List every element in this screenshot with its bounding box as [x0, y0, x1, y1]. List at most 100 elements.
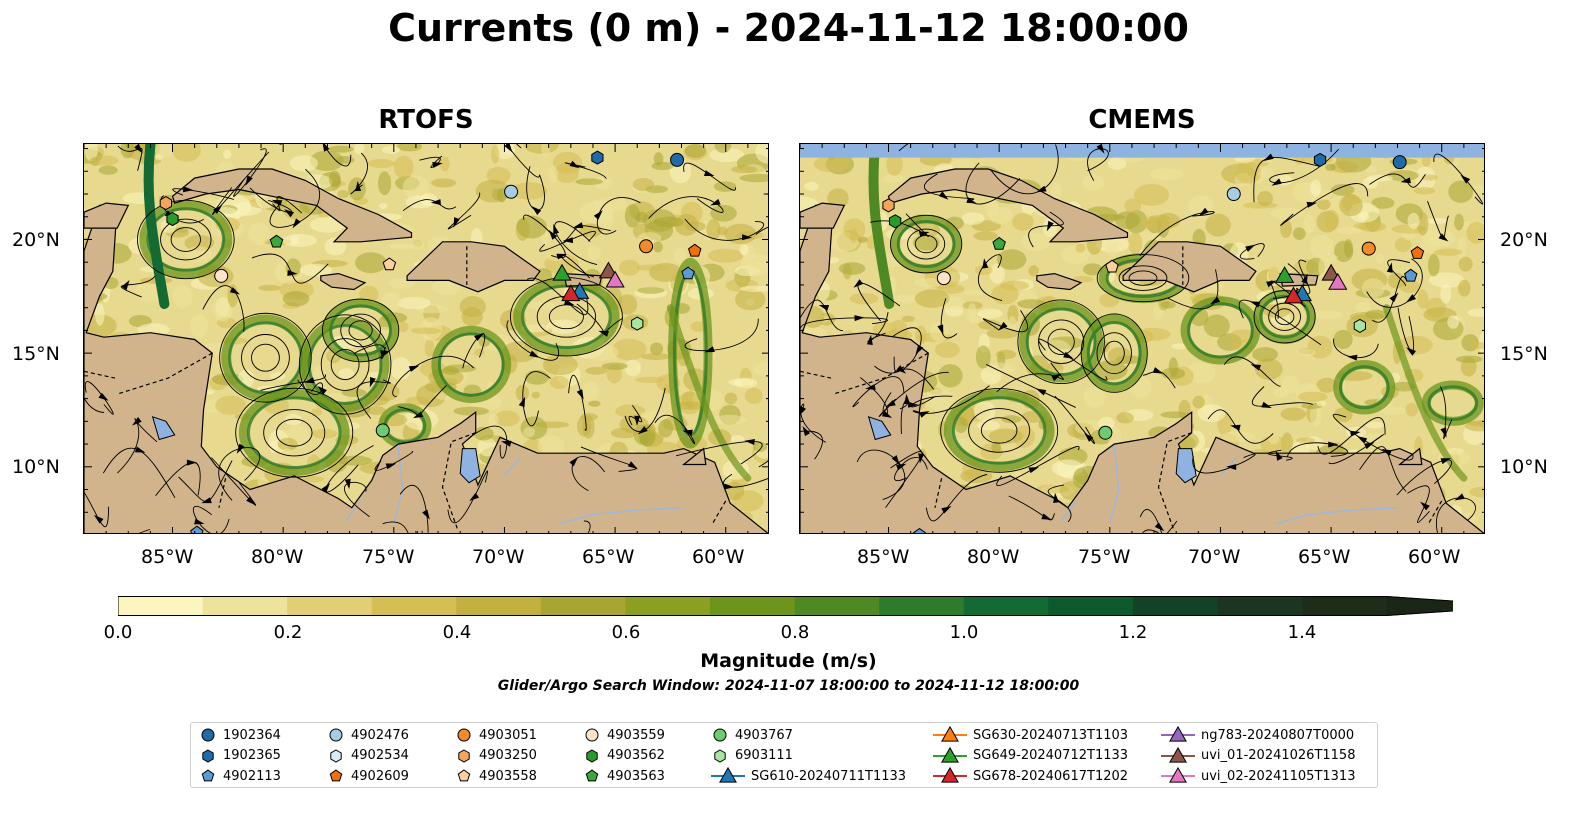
land-yucatanCoast [84, 202, 130, 229]
marker-4902609 [688, 243, 702, 257]
streamline-arrow [1041, 513, 1052, 520]
eddy-ring [1253, 289, 1316, 344]
pentagon-marker-icon [585, 769, 599, 782]
eddy-ring [431, 325, 512, 404]
streamline-arrow [121, 280, 130, 290]
streamline-arrow [1053, 492, 1060, 503]
streamline-arrow [1406, 347, 1416, 356]
streamline-arrow [504, 144, 513, 153]
streamline-arrow [593, 210, 603, 220]
streamline-arrow [344, 478, 351, 490]
eddy-streamline [241, 334, 290, 382]
streamline-arrow [682, 429, 693, 436]
legend-item: 1902364 [199, 726, 281, 744]
colorbar [117, 596, 1527, 616]
country-border [833, 352, 929, 395]
streamline-arrow [598, 330, 609, 337]
eddy-streamline [298, 314, 392, 415]
legend-marker [1169, 767, 1187, 783]
colorbar-tick: 0.6 [611, 622, 641, 643]
marker-4903250 [159, 196, 172, 211]
circle-marker-icon [201, 728, 215, 742]
marker-4903559 [936, 271, 951, 286]
legend-item: 4903250 [455, 747, 537, 765]
colorbar-segment [202, 596, 288, 616]
streamline-arrow [284, 209, 294, 218]
eddy-streamline [263, 409, 326, 457]
streamline-arrow [1357, 436, 1368, 444]
colorbar-gradient [117, 596, 1527, 616]
streamline-arrow [134, 446, 146, 453]
legend-marker [458, 748, 470, 763]
x-tick-right-75w: 75°W [1078, 546, 1131, 568]
eddy-streamline [1047, 328, 1075, 355]
eddy-streamline [907, 228, 946, 260]
streamline [84, 397, 105, 413]
map-panel-rtofs[interactable] [83, 143, 769, 534]
eddy-streamline [1118, 265, 1168, 291]
eddy-streamline [320, 338, 370, 391]
marker-4903558 [382, 257, 397, 271]
colorbar-segment [963, 596, 1049, 616]
streamline-arrow [529, 350, 540, 358]
streamline-arrow [134, 144, 143, 154]
panel-title-rtofs: RTOFS [378, 105, 474, 135]
x-tick-right-65w: 65°W [1298, 546, 1351, 568]
streamline-arrow [408, 365, 420, 372]
x-tick-left-80w: 80°W [251, 546, 304, 568]
legend-label: 6903111 [735, 748, 793, 763]
observation-markers [882, 152, 1425, 533]
x-tick-left-70w: 70°W [472, 546, 525, 568]
legend-item: 4903563 [583, 767, 665, 785]
legend-marker [586, 748, 598, 763]
streamline-arrow [1084, 432, 1094, 442]
streamline-arrow [1152, 367, 1164, 374]
legend-marker [329, 769, 343, 782]
marker-4903563 [269, 234, 284, 248]
streamline-arrow [304, 377, 315, 384]
colorbar-segment [879, 596, 965, 616]
marker-4902113 [912, 527, 927, 533]
y-tick-left-20n: 20°N [12, 229, 60, 251]
streamline-arrow [915, 344, 924, 355]
triangle-marker-icon [1161, 726, 1195, 742]
marker-4902113 [190, 525, 204, 533]
marker-uvi_02-20241105T1313 [1328, 272, 1348, 290]
streamline-arrow [904, 393, 911, 405]
streamline-arrow [1051, 373, 1062, 382]
streamline-arrow [380, 350, 391, 357]
streamline-arrow [802, 426, 811, 437]
streamline-arrow [292, 218, 301, 229]
triangle-marker-icon [933, 726, 967, 742]
streamline-arrow [287, 270, 298, 276]
legend-label: SG630-20240713T1103 [973, 727, 1129, 743]
streamline-arrow [896, 463, 907, 471]
country-border [1427, 500, 1443, 524]
streamline-arrow [918, 453, 925, 464]
country-border [1157, 432, 1192, 531]
eddy-ring [1333, 360, 1396, 415]
streamline-arrow [229, 287, 240, 295]
legend-label: 4902534 [351, 748, 409, 763]
marker-4903250 [882, 198, 895, 213]
streamline-arrow [1035, 388, 1047, 396]
eddy-ring [890, 214, 962, 274]
legend-item: SG630-20240713T1103 [933, 726, 1128, 744]
triangle-marker-icon [933, 767, 967, 783]
marker-4903767 [375, 423, 390, 438]
map-panel-cmems[interactable] [799, 143, 1485, 534]
streamline-arrow [422, 509, 430, 520]
circle-marker-icon [329, 728, 343, 742]
country-border [218, 478, 227, 508]
legend-label: 4902113 [223, 768, 281, 784]
eddy-streamline [340, 313, 381, 348]
streamline-arrow [853, 279, 864, 288]
lake [867, 416, 892, 441]
streamline-arrow [1250, 364, 1261, 371]
legend-item: 1902365 [199, 747, 281, 765]
legend-item: uvi_02-20241105T1313 [1161, 767, 1355, 785]
x-tick-right-70w: 70°W [1188, 546, 1241, 568]
streamline-arrow [1210, 296, 1221, 305]
marker-1902365 [1313, 152, 1327, 167]
streamline-arrow [562, 237, 574, 244]
